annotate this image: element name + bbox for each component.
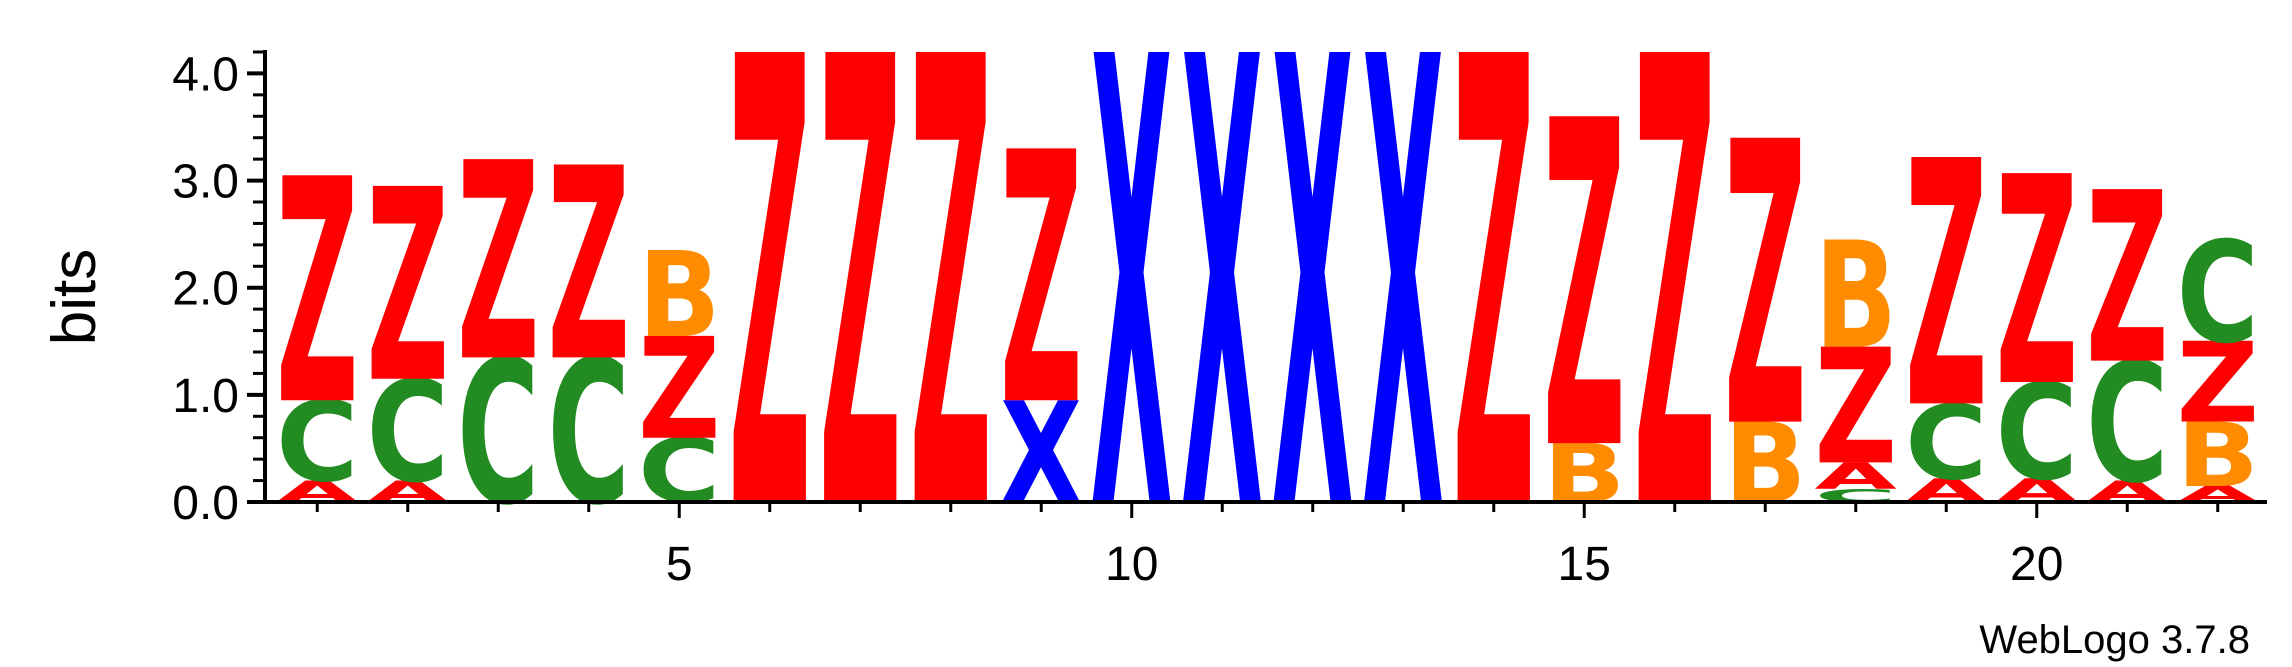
logo-letter-C-pos-2: C xyxy=(367,351,449,514)
logo-letter-Z-pos-7: Z xyxy=(819,0,902,648)
logo-letter-C-pos-21: C xyxy=(2086,329,2168,521)
logo-letter-Z-pos-4: Z xyxy=(548,113,631,421)
y-tick-label: 4.0 xyxy=(172,48,239,101)
logo-letter-X-pos-10: X xyxy=(1091,0,1173,648)
x-tick-label: 20 xyxy=(2010,538,2063,591)
y-tick-label: 1.0 xyxy=(172,370,239,423)
logo-letter-Z-pos-6: Z xyxy=(729,0,812,648)
x-tick-label: 15 xyxy=(1558,538,1611,591)
logo-letter-Z-pos-14: Z xyxy=(1453,0,1536,648)
y-ticks xyxy=(247,50,265,504)
y-tick-label: 0.0 xyxy=(172,477,239,530)
y-tick-label: 3.0 xyxy=(172,156,239,209)
x-tick-label: 5 xyxy=(666,538,693,591)
logo-letter-Z-pos-5: Z xyxy=(638,309,721,471)
logo-letter-Z-pos-19: Z xyxy=(1905,91,1988,484)
logo-letter-Z-pos-21: Z xyxy=(2086,143,2169,417)
y-axis-label: bits xyxy=(40,249,109,345)
logo-letter-C-pos-22: C xyxy=(2177,211,2259,374)
weblogo-version-footer: WebLogo 3.7.8 xyxy=(1979,618,2250,662)
logo-letter-Z-pos-18: Z xyxy=(1815,315,1898,500)
logo-letter-C-pos-20: C xyxy=(1996,356,2078,510)
logo-letter-Z-pos-3: Z xyxy=(457,107,540,423)
logo-letter-Z-pos-8: Z xyxy=(910,0,993,648)
logo-letter-Z-pos-22: Z xyxy=(2177,320,2260,448)
x-axis: 5 10 15 20 xyxy=(263,500,2267,591)
logo-letter-B-pos-18: B xyxy=(1815,211,1898,382)
logo-letter-B-pos-22: B xyxy=(2177,405,2260,508)
logo-letter-B-pos-5: B xyxy=(638,227,721,364)
y-tick-label: 2.0 xyxy=(172,263,239,316)
x-ticks xyxy=(315,502,2220,518)
y-tick-labels: 0.0 1.0 2.0 3.0 4.0 xyxy=(172,48,239,530)
x-tick-label: 10 xyxy=(1105,538,1158,591)
logo-letter-Z-pos-2: Z xyxy=(367,135,450,443)
logo-letter-C-pos-19: C xyxy=(1905,384,1987,503)
logo-letter-Z-pos-16: Z xyxy=(1634,0,1717,648)
x-tick-labels: 5 10 15 20 xyxy=(666,538,2064,591)
logo-letter-Z-pos-20: Z xyxy=(1996,118,2079,451)
logo-letter-Z-pos-1: Z xyxy=(276,114,359,474)
logo-letter-X-pos-12: X xyxy=(1272,0,1354,648)
logo-letter-A-pos-18: A xyxy=(1815,455,1898,498)
logo-letter-Z-pos-15: Z xyxy=(1543,28,1626,550)
logo-letter-X-pos-13: X xyxy=(1362,0,1444,648)
y-axis: 0.0 1.0 2.0 3.0 4.0 bits xyxy=(40,48,267,530)
logo-letter-Z-pos-17: Z xyxy=(1724,61,1807,514)
logo-letter-X-pos-11: X xyxy=(1181,0,1263,648)
logo-letter-Z-pos-9: Z xyxy=(1000,79,1083,482)
logo-letter-C-pos-1: C xyxy=(276,380,358,508)
